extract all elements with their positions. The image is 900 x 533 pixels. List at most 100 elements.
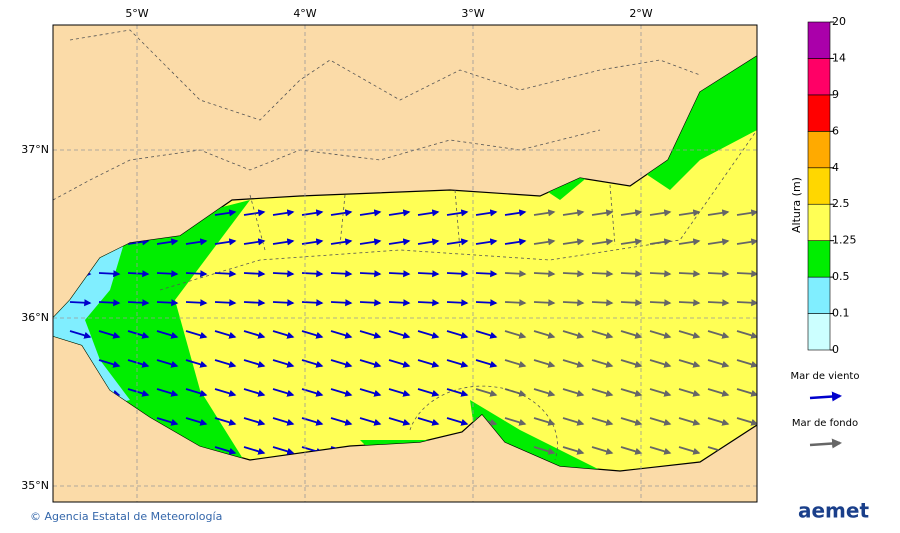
wave-arrow bbox=[707, 270, 730, 278]
borders bbox=[53, 29, 757, 461]
wave-arrow bbox=[388, 417, 411, 426]
wave-arrow bbox=[504, 417, 527, 426]
wave-arrow bbox=[446, 417, 469, 426]
wave-arrow bbox=[562, 359, 585, 368]
wave-arrow bbox=[533, 270, 556, 278]
wave-arrow bbox=[156, 270, 179, 278]
wave-arrow bbox=[446, 359, 469, 368]
wave-arrow bbox=[620, 417, 643, 426]
wave-arrow bbox=[736, 299, 757, 307]
wave-arrow bbox=[533, 446, 556, 455]
wave-arrow bbox=[707, 330, 730, 339]
wave-arrow bbox=[446, 270, 469, 278]
wave-arrow bbox=[156, 238, 179, 246]
wave-arrow bbox=[620, 238, 643, 246]
wave-arrow bbox=[736, 417, 757, 426]
wave-arrow bbox=[156, 359, 179, 368]
wave-arrow bbox=[214, 330, 237, 339]
wave-arrow bbox=[417, 330, 440, 339]
wave-arrow bbox=[185, 270, 208, 278]
wave-arrow bbox=[330, 238, 353, 246]
wave-arrow bbox=[649, 446, 672, 455]
wave-arrow bbox=[388, 299, 411, 307]
wave-arrow bbox=[214, 417, 237, 426]
wave-arrow bbox=[272, 417, 295, 426]
wave-arrow bbox=[243, 270, 266, 278]
wave-arrow bbox=[620, 359, 643, 368]
wave-arrow bbox=[243, 388, 266, 397]
wave-arrow bbox=[185, 330, 208, 339]
wave-arrow bbox=[591, 359, 614, 368]
colorbar-label: 14 bbox=[832, 51, 846, 64]
lon-label: 5°W bbox=[125, 7, 148, 20]
map bbox=[53, 25, 757, 502]
wave-arrow bbox=[359, 359, 382, 368]
wave-arrow bbox=[98, 359, 121, 368]
colorbar-segment bbox=[807, 313, 831, 351]
lon-label: 4°W bbox=[293, 7, 316, 20]
wave-arrow bbox=[591, 330, 614, 339]
wave-arrow bbox=[98, 330, 121, 339]
wave-arrow bbox=[475, 330, 498, 339]
wave-arrow bbox=[417, 417, 440, 426]
lat-label: 36°N bbox=[21, 311, 49, 324]
wave-arrow bbox=[388, 209, 411, 217]
wave-arrow bbox=[707, 359, 730, 368]
map-frame bbox=[52, 24, 758, 503]
wave-arrow bbox=[475, 209, 498, 217]
colorbar: 0 0.1 0.5 1.25 2.5 4 6 9 14 20 bbox=[807, 15, 857, 356]
wave-arrow bbox=[272, 359, 295, 368]
colorbar-segment bbox=[807, 131, 831, 169]
wave-arrow bbox=[533, 238, 556, 246]
wave-arrow bbox=[127, 270, 150, 278]
wave-arrow bbox=[243, 417, 266, 426]
wave-arrow bbox=[98, 270, 121, 278]
wave-arrow bbox=[330, 388, 353, 397]
wave-arrow bbox=[533, 330, 556, 339]
wave-arrow bbox=[417, 359, 440, 368]
wave-arrow bbox=[475, 359, 498, 368]
wave-arrow bbox=[504, 238, 527, 246]
wave-arrow bbox=[417, 209, 440, 217]
wave-arrow bbox=[678, 330, 701, 339]
wave-arrow bbox=[243, 209, 266, 217]
footer: © Agencia Estatal de Meteorología bbox=[30, 510, 222, 523]
wave-arrow bbox=[533, 388, 556, 397]
legend: Mar de viento Mar de fondo bbox=[791, 371, 859, 449]
wave-arrow bbox=[562, 299, 585, 307]
wave-arrow bbox=[243, 446, 266, 455]
lat-label: 37°N bbox=[21, 143, 49, 156]
wave-arrow bbox=[330, 359, 353, 368]
wave-arrow bbox=[127, 330, 150, 339]
wave-arrow bbox=[678, 299, 701, 307]
logo: aemet bbox=[798, 499, 869, 523]
wave-arrow bbox=[185, 299, 208, 307]
wave-arrow bbox=[649, 238, 672, 246]
wave-arrow bbox=[388, 238, 411, 246]
wave-arrow bbox=[214, 359, 237, 368]
wave-arrow bbox=[475, 299, 498, 307]
wave-arrow bbox=[736, 209, 757, 217]
wave-arrow bbox=[301, 330, 324, 339]
wave-arrow bbox=[69, 330, 92, 339]
wave-arrow bbox=[591, 299, 614, 307]
wave-arrow bbox=[736, 238, 757, 246]
colorbar-title: Altura (m) bbox=[790, 177, 803, 233]
colorbar-label: 6 bbox=[832, 124, 839, 137]
wave-arrow bbox=[707, 238, 730, 246]
wave-arrow bbox=[272, 209, 295, 217]
colorbar-segment bbox=[807, 94, 831, 132]
wave-arrow bbox=[272, 238, 295, 246]
wave-arrow bbox=[475, 388, 498, 397]
wave-arrow bbox=[272, 446, 295, 455]
wave-arrow bbox=[185, 238, 208, 246]
axis-labels: 5°W 4°W 3°W 2°W 37°N 36°N 35°N bbox=[21, 7, 653, 492]
legend-arrow bbox=[809, 391, 842, 402]
wave-arrow bbox=[243, 359, 266, 368]
wave-arrow bbox=[156, 330, 179, 339]
wave-arrow bbox=[127, 238, 150, 246]
wave-arrow bbox=[359, 270, 382, 278]
graticule bbox=[53, 25, 757, 502]
legend-arrow bbox=[809, 438, 842, 449]
